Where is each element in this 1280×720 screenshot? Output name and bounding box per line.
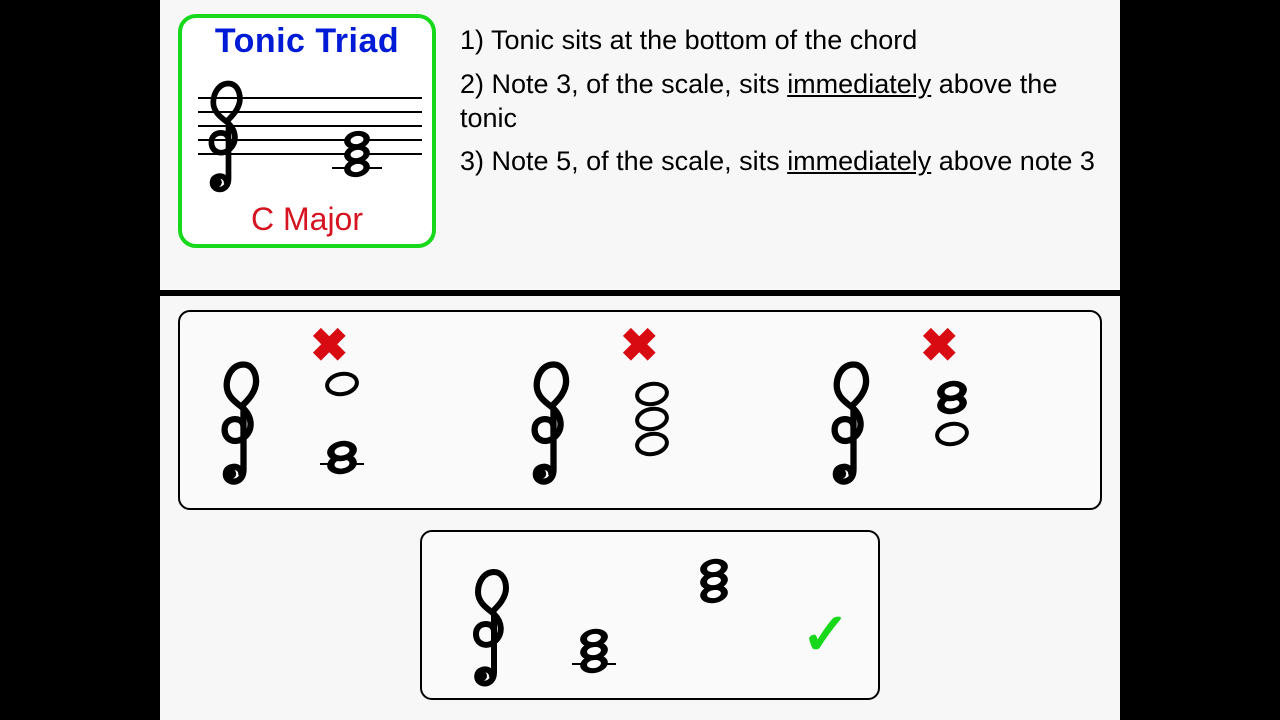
cross-icon: ✖	[310, 318, 349, 372]
rule-3-text-a: Note 5, of the scale, sits	[492, 146, 788, 176]
top-panel: Tonic Triad C Major 1) Tonic sits at the…	[160, 0, 1120, 290]
correct-example-box: ✓	[420, 530, 880, 700]
rule-2-text-a: Note 3, of the scale, sits	[492, 69, 788, 99]
cross-icon: ✖	[620, 318, 659, 372]
rule-2: 2) Note 3, of the scale, sits immediatel…	[460, 68, 1102, 136]
check-icon: ✓	[801, 600, 850, 668]
stage: Tonic Triad C Major 1) Tonic sits at the…	[160, 0, 1120, 720]
tonic-title: Tonic Triad	[182, 22, 432, 61]
rule-2-num: 2)	[460, 69, 484, 99]
bottom-panel: ✖ ✖ ✖ ✓	[160, 296, 1120, 720]
tonic-staff	[192, 64, 422, 214]
rule-1: 1) Tonic sits at the bottom of the chord	[460, 24, 1102, 58]
rule-1-text: Tonic sits at the bottom of the chord	[491, 25, 917, 55]
cross-icon: ✖	[920, 318, 959, 372]
tonic-triad-box: Tonic Triad C Major	[178, 14, 436, 248]
rule-3: 3) Note 5, of the scale, sits immediatel…	[460, 145, 1102, 179]
rule-3-underline: immediately	[787, 146, 931, 176]
rule-1-num: 1)	[460, 25, 484, 55]
tonic-subtitle: C Major	[182, 201, 432, 238]
rule-2-underline: immediately	[787, 69, 931, 99]
rule-3-num: 3)	[460, 146, 484, 176]
wrong-examples-box: ✖ ✖ ✖	[178, 310, 1102, 510]
rule-3-text-b: above note 3	[931, 146, 1095, 176]
rules-list: 1) Tonic sits at the bottom of the chord…	[460, 14, 1102, 189]
